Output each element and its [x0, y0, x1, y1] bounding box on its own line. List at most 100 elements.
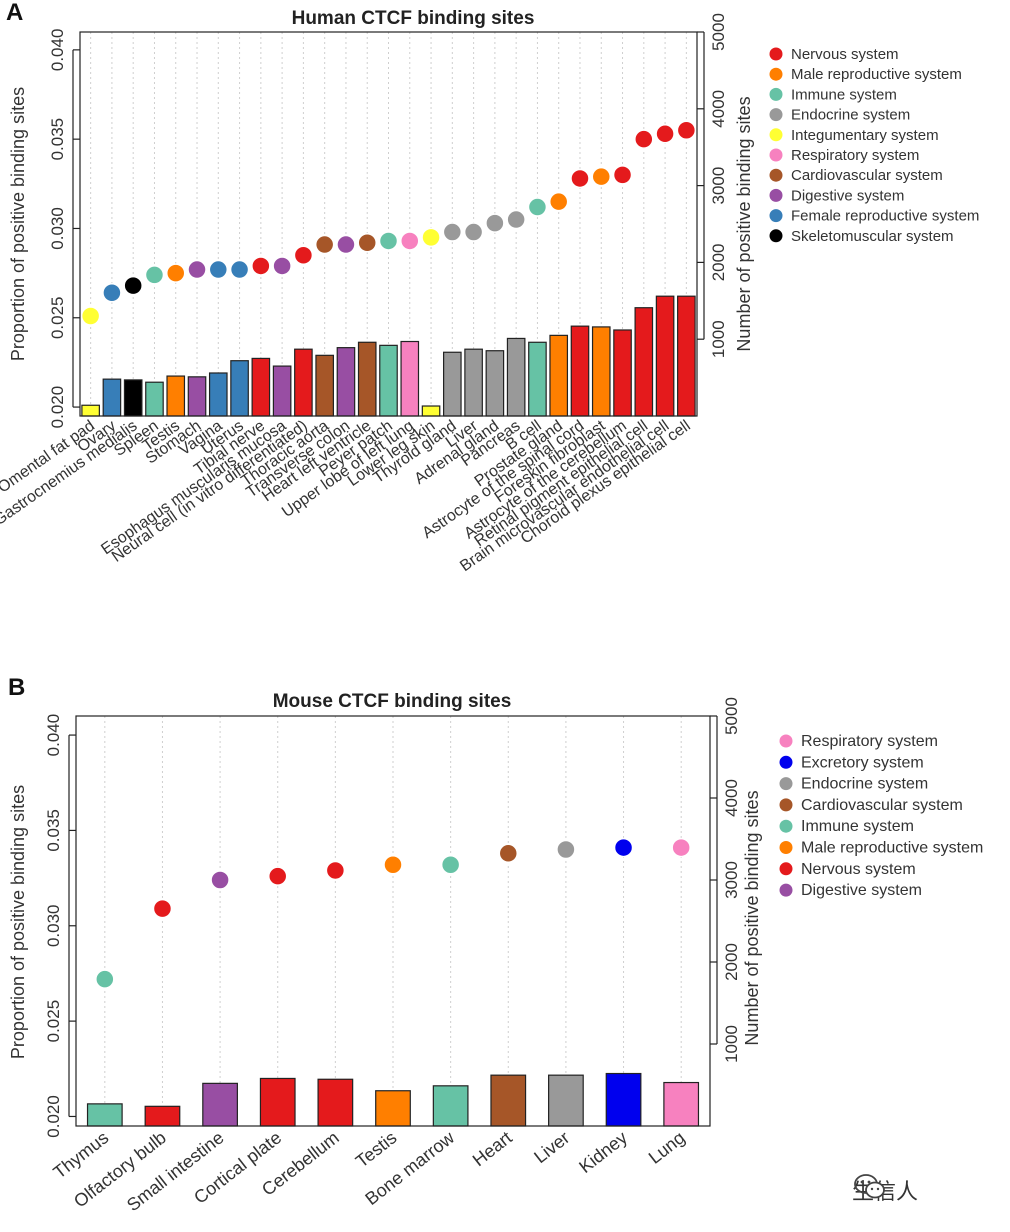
point-adrenal-gland	[485, 213, 505, 233]
point-brain-microvascular-endothelial-cell	[655, 124, 675, 144]
bar-peyer-patch	[379, 344, 398, 417]
panel-a-points	[80, 120, 697, 326]
point-liver	[556, 839, 576, 860]
bar-astrocyte-of-the-spinal-cord	[570, 325, 590, 417]
wechat-icon	[854, 1174, 885, 1199]
bar-choroid-plexus-epithelial-cell	[677, 295, 696, 417]
right-axis-tick-label: 4000	[709, 90, 728, 128]
bar-lower-leg-skin	[421, 405, 441, 417]
legend-marker	[779, 819, 793, 833]
point-thymus	[95, 969, 115, 989]
panel-a-title: Human CTCF binding sites	[292, 8, 535, 29]
point-heart-left-ventricle	[357, 233, 377, 253]
point-astrocyte-of-the-spinal-cord	[570, 168, 590, 189]
point-vagina	[208, 259, 229, 280]
panel-b-plot-frame	[75, 715, 711, 1127]
legend-marker	[769, 47, 783, 61]
bar-olfactory-bulb	[144, 1105, 181, 1127]
panel-a-plot-frame	[79, 31, 698, 417]
legend-marker	[779, 798, 793, 812]
point-pancreas	[506, 209, 526, 230]
bar-heart-left-ventricle	[357, 341, 377, 417]
category-label: Liver	[530, 1127, 573, 1167]
legend-entry: Cardiovascular system	[801, 797, 963, 814]
point-peyer-patch	[378, 231, 399, 251]
point-choroid-plexus-epithelial-cell	[676, 120, 697, 140]
point-lung	[671, 837, 691, 858]
bar-transverse-colon	[336, 347, 356, 417]
point-uterus	[229, 259, 250, 280]
legend-entry: Respiratory system	[801, 733, 938, 750]
legend-entry: Skeletomuscular system	[791, 228, 954, 245]
bar-tibial-nerve	[251, 357, 271, 417]
legend-entry: Nervous system	[791, 46, 899, 63]
legend-entry: Integumentary system	[791, 127, 939, 144]
right-axis-tick-label: 3000	[722, 861, 741, 899]
bar-small-intestine	[202, 1082, 238, 1127]
legend-marker	[779, 862, 793, 876]
panel-b-points	[95, 837, 691, 989]
watermark: 生信人	[852, 1172, 1002, 1208]
right-axis-tick-label: 5000	[709, 13, 728, 51]
bar-adrenal-gland	[485, 350, 505, 417]
bar-stomach	[187, 376, 207, 417]
bar-thoracic-aorta	[315, 354, 334, 417]
bar-gastrocnemius-medialis	[123, 379, 143, 417]
bar-thymus	[86, 1103, 123, 1127]
point-prostate-gland	[548, 191, 569, 212]
legend-marker	[769, 209, 783, 223]
point-testis	[383, 854, 403, 875]
point-olfactory-bulb	[152, 898, 173, 919]
point-astrocyte-of-the-cerebellum	[612, 165, 633, 185]
bar-brain-microvascular-endothelial-cell	[655, 295, 675, 417]
point-stomach	[187, 259, 207, 280]
panel-b-label: B	[8, 674, 25, 701]
panel-a-label: A	[6, 0, 23, 26]
panel-a-right-axis: 1000 2000 3000 4000 5000	[697, 13, 728, 358]
category-label: Small intestine	[123, 1127, 228, 1215]
point-liver	[463, 222, 484, 242]
panel-b-left-axis-label: Proportion of positive binding sites	[8, 785, 28, 1059]
legend-entry: Male reproductive system	[791, 66, 962, 83]
point-omental-fat-pad	[80, 306, 101, 326]
bar-cerebellum	[317, 1078, 354, 1127]
point-upper-lobe-of-left-lung	[400, 231, 420, 251]
legend-marker	[779, 841, 793, 854]
panel-a-left-axis-label: Proportion of positive binding sites	[8, 87, 28, 361]
point-thoracic-aorta	[314, 234, 335, 255]
point-cerebellum	[325, 860, 346, 881]
category-label: Heart	[469, 1127, 516, 1170]
bar-uterus	[230, 360, 249, 417]
legend-marker	[779, 755, 793, 769]
left-axis-tick-label: 0.025	[44, 1000, 63, 1043]
bar-liver	[464, 348, 483, 417]
panel-a-left-axis: 0.020 0.025 0.030 0.035 0.040	[48, 29, 80, 428]
category-label: Lung	[645, 1127, 689, 1167]
bar-ovary	[102, 378, 122, 417]
legend-entry: Immune system	[791, 86, 897, 103]
point-testis	[165, 263, 186, 283]
point-kidney	[613, 837, 634, 858]
bar-foreskin-fibroblast	[591, 326, 611, 417]
panel-b-title: Mouse CTCF binding sites	[273, 691, 512, 712]
bar-pancreas	[506, 337, 526, 417]
left-axis-tick-label: 0.030	[44, 904, 63, 947]
point-esophagus-muscularis-mucosa	[272, 256, 292, 276]
point-lower-leg-skin	[421, 227, 441, 248]
bar-astrocyte-of-the-cerebellum	[613, 329, 632, 417]
point-gastrocnemius-medialis	[123, 275, 143, 296]
legend-marker	[769, 67, 783, 81]
legend-marker	[779, 883, 793, 897]
panel-b-right-axis-label: Number of positive binding sites	[742, 790, 762, 1045]
panel-b-left-axis: 0.020 0.025 0.030 0.035 0.040	[44, 714, 76, 1138]
right-axis-tick-label: 2000	[709, 243, 728, 281]
panel-a-legend: Nervous system Male reproductive system Im…	[769, 46, 979, 245]
category-label: Kidney	[575, 1127, 631, 1177]
legend-entry: Digestive system	[801, 882, 922, 899]
left-axis-tick-label: 0.035	[48, 118, 67, 161]
point-spleen	[144, 265, 165, 285]
point-ovary	[102, 283, 122, 303]
panel-a-right-axis-label: Number of positive binding sites	[734, 96, 754, 351]
